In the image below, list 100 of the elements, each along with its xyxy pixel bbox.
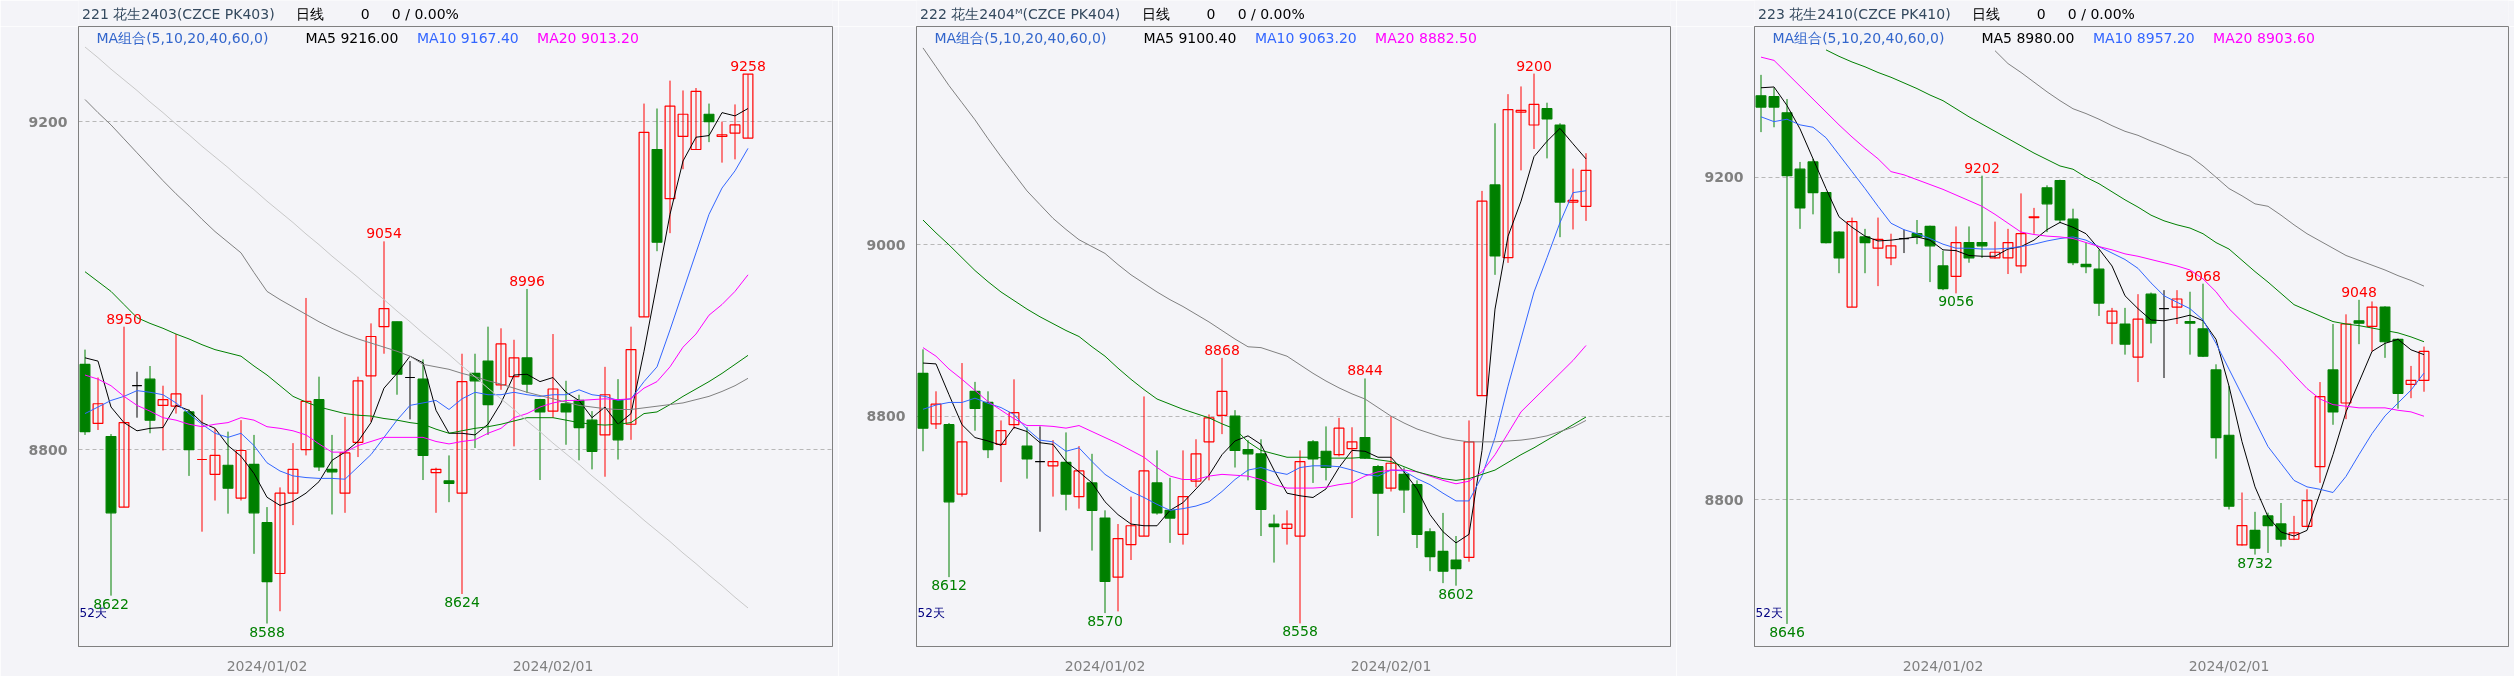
candlestick [1047, 439, 1059, 498]
candlestick [2028, 207, 2040, 235]
annotation: 9202 [1964, 159, 2000, 176]
text: 0 / 0.00% [391, 5, 459, 22]
candlestick [2314, 381, 2326, 484]
annotation: 8732 [2237, 554, 2273, 571]
text: MA20 9013.20 [537, 30, 639, 47]
chart-title: 223 花生2410(CZCE PK410) [1758, 5, 1951, 22]
text: 0 / 0.00% [2067, 5, 2135, 22]
candlestick [235, 419, 247, 502]
annotation: MA组合(5,10,20,40,60,0) [934, 30, 1107, 47]
text: 日线 [1141, 5, 1170, 22]
y-tick-label: 8800 [866, 408, 906, 425]
candlestick [352, 376, 364, 458]
candlestick [2080, 242, 2092, 274]
line-series [1825, 49, 2425, 343]
text: 0 [2036, 5, 2046, 22]
line-series [922, 47, 1587, 443]
line-series [922, 127, 1587, 544]
candlestick [2119, 307, 2131, 356]
text: MA10 8957.20 [2092, 30, 2195, 47]
text: 0 / 0.00% [1237, 5, 1305, 22]
x-tick-label: 2024/01/02 [1902, 657, 1984, 674]
chart-title: 222 花生2404ᴹ(CZCE PK404) [920, 5, 1121, 22]
annotation: 8950 [106, 310, 142, 327]
candlestick [118, 326, 130, 508]
y-tick-label: 8800 [28, 441, 68, 458]
text: MA10 9167.40 [416, 30, 519, 47]
annotation: 9056 [1938, 293, 1974, 310]
candlestick [196, 394, 208, 533]
annotation: 9200 [1516, 57, 1552, 74]
candlestick [956, 362, 968, 498]
candlestick [547, 333, 559, 419]
candlestick [2288, 515, 2300, 541]
candlestick [1463, 419, 1475, 563]
chart-title: 221 花生2403(CZCE PK403) [82, 5, 275, 22]
annotation: 8570 [1087, 613, 1123, 630]
annotation: 9054 [366, 225, 402, 242]
annotation: 8612 [931, 577, 967, 594]
candlestick [1359, 377, 1371, 460]
candlestick [339, 416, 351, 514]
candlestick [365, 322, 377, 423]
text: MA5 9100.40 [1143, 30, 1237, 47]
candlestick [2340, 313, 2352, 420]
annotation: 8646 [1769, 623, 1805, 640]
candlestick [1476, 190, 1488, 397]
candlestick [1385, 415, 1397, 492]
x-tick-label: 2024/02/01 [2188, 657, 2270, 674]
annotation: 8844 [1347, 362, 1383, 379]
candlestick [2236, 492, 2248, 547]
candlestick [131, 371, 143, 419]
candlestick [1268, 514, 1280, 564]
candlestick [92, 377, 104, 431]
annotation: 8868 [1204, 341, 1240, 358]
candlestick [1859, 228, 1871, 274]
candlestick [1541, 102, 1553, 159]
candlestick [430, 467, 442, 514]
candlestick [287, 442, 299, 526]
candlestick [209, 427, 221, 502]
candlestick [930, 390, 942, 430]
candlestick [2301, 488, 2313, 528]
x-tick-label: 2024/01/02 [226, 657, 308, 674]
candlestick [1937, 250, 1949, 291]
candlestick [2418, 346, 2430, 393]
candlestick [995, 419, 1007, 483]
candlestick [2158, 289, 2170, 379]
y-tick-label: 9000 [866, 236, 906, 253]
candlestick [300, 297, 312, 456]
annotation: 8588 [249, 623, 285, 640]
candlestick [599, 366, 611, 478]
text: 0 [360, 5, 370, 22]
candlestick [404, 360, 416, 420]
candlestick [1008, 378, 1020, 430]
candlestick [703, 103, 715, 143]
candlestick [1846, 217, 1858, 308]
text: 日线 [1971, 5, 2000, 22]
candlestick [2184, 291, 2196, 356]
candlestick [1216, 357, 1228, 435]
candlestick [1034, 425, 1046, 533]
candlestick [456, 353, 468, 595]
candlestick [1177, 449, 1189, 546]
text: 0 [1206, 5, 1216, 22]
annotation: MA组合(5,10,20,40,60,0) [96, 30, 269, 47]
candlestick [1950, 225, 1962, 294]
candlestick [274, 486, 286, 612]
candlestick [2366, 300, 2378, 352]
text: MA20 8882.50 [1375, 30, 1477, 47]
line-series [84, 147, 749, 480]
annotation: 9048 [2341, 283, 2377, 300]
candlestick [2171, 289, 2183, 325]
annotation: 8624 [444, 594, 480, 611]
candlestick [2132, 293, 2144, 383]
annotation: 8996 [509, 272, 545, 289]
text: MA10 9063.20 [1254, 30, 1357, 47]
candlestick [2106, 307, 2118, 345]
annotation: 8558 [1282, 623, 1318, 640]
y-tick-label: 8800 [1704, 491, 1744, 508]
line-series [1760, 56, 2425, 417]
text: MA5 9216.00 [305, 30, 399, 47]
annotation: 52天 [1755, 605, 1783, 620]
